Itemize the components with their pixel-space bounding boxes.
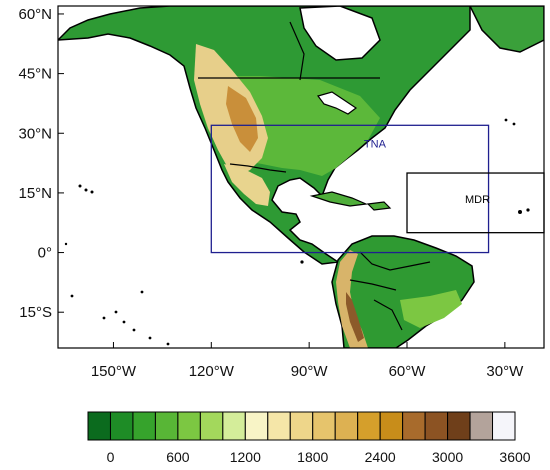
brazil-highlands bbox=[400, 290, 462, 328]
colorbar-label: 2400 bbox=[365, 449, 396, 465]
colorbar-swatch bbox=[379, 411, 404, 441]
colorbar-swatch bbox=[267, 411, 291, 441]
hispaniola bbox=[366, 201, 392, 211]
lon-tick-label: 90°W bbox=[291, 363, 329, 380]
colorbar-swatch bbox=[334, 411, 359, 441]
colorbar-swatch bbox=[492, 411, 516, 441]
region-box-tna bbox=[210, 124, 490, 254]
colorbar-swatch bbox=[469, 411, 494, 441]
great-lakes bbox=[316, 91, 358, 115]
colorbar-label: 1800 bbox=[297, 449, 328, 465]
region-label-tna: TNA bbox=[364, 138, 387, 150]
rocky-highlands bbox=[226, 86, 258, 152]
colorbar-swatch bbox=[312, 411, 336, 441]
region-box-mdr bbox=[406, 172, 545, 234]
colorbar-swatch bbox=[154, 411, 179, 441]
lon-tick-label: 60°W bbox=[389, 363, 427, 380]
colorbar-label: 600 bbox=[166, 449, 190, 465]
lat-tick-label: 30°N bbox=[18, 125, 52, 142]
andes-high bbox=[346, 292, 364, 342]
country-borders bbox=[198, 21, 431, 331]
axes-layer: 60°N 45°N 30°N 15°N 0° 15°S 150°W 120°W 90°W 60°W… bbox=[18, 6, 524, 380]
colorbar-swatch bbox=[289, 411, 314, 441]
colorbar-label: 1200 bbox=[230, 449, 261, 465]
greenland-land bbox=[469, 6, 544, 53]
lat-tick-label: 45°N bbox=[18, 66, 52, 83]
lat-tick-label: 60°N bbox=[18, 6, 52, 23]
colorbar-swatch bbox=[244, 411, 269, 441]
colorbar-swatch bbox=[357, 411, 381, 441]
regions-layer: TNA MDR bbox=[210, 124, 545, 254]
colorbar-swatch bbox=[447, 411, 471, 441]
pacific-islands bbox=[64, 118, 530, 346]
lon-tick-label: 150°W bbox=[91, 363, 137, 380]
lat-tick-label: 15°S bbox=[19, 304, 52, 321]
colorbar-label: 3600 bbox=[499, 449, 530, 465]
hudson-bay bbox=[299, 6, 381, 61]
region-label-mdr: MDR bbox=[465, 194, 490, 206]
colorbar-swatch bbox=[109, 411, 134, 441]
colorbar-label: 0 bbox=[107, 449, 115, 465]
mexico-plateau bbox=[224, 164, 270, 206]
colorbar-swatch bbox=[424, 411, 449, 441]
lat-tick-label: 15°N bbox=[18, 185, 52, 202]
colorbar-label: 3000 bbox=[432, 449, 463, 465]
lon-tick-label: 30°W bbox=[486, 363, 524, 380]
colorbar-swatch bbox=[402, 411, 426, 441]
colorbar-swatch bbox=[132, 411, 156, 441]
colorbar-swatch bbox=[177, 411, 201, 441]
colorbar-swatch bbox=[199, 411, 224, 441]
andes-mountains bbox=[336, 250, 368, 348]
colorbar: 0 600 1200 1800 2400 3000 3600 bbox=[87, 411, 531, 465]
lat-tick-label: 0° bbox=[38, 245, 52, 262]
colorbar-swatch bbox=[222, 411, 246, 441]
land-layer bbox=[58, 6, 544, 348]
cuba bbox=[309, 191, 369, 207]
colorbar-swatch bbox=[87, 411, 111, 441]
lon-tick-label: 120°W bbox=[189, 363, 235, 380]
